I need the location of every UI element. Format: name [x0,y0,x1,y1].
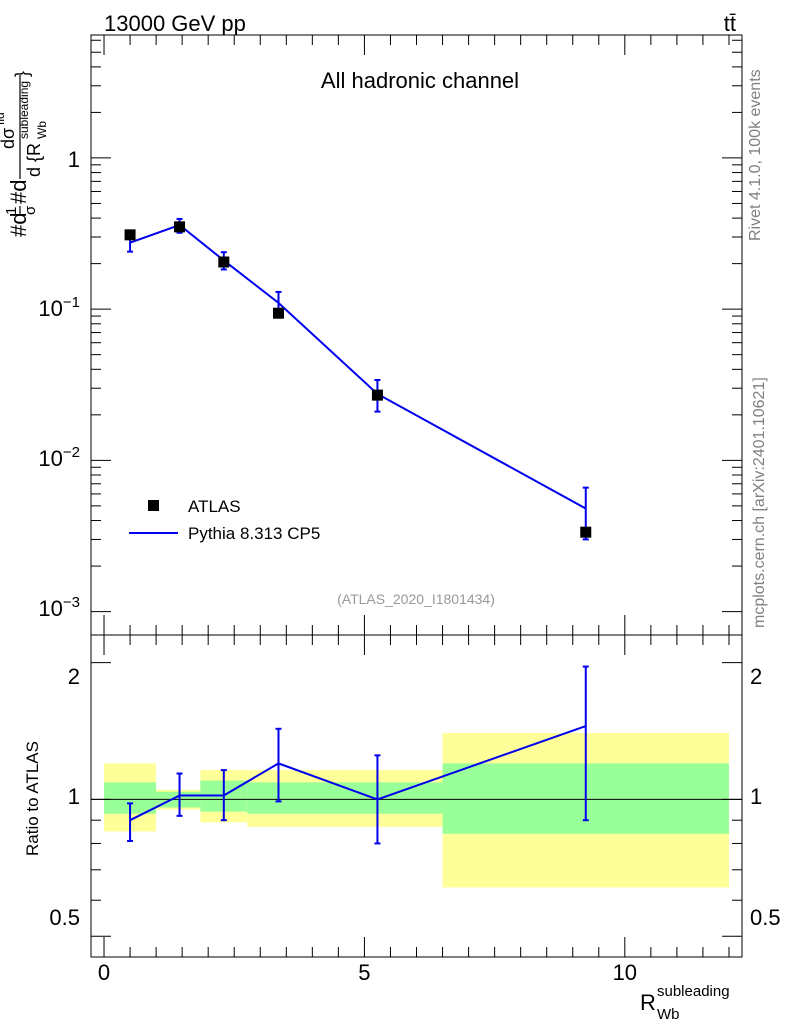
ratio-y-tick-label-2: 2 [68,664,80,689]
svg-text:}: } [12,71,32,77]
main-y-axis-label: #d 1 σ #d dσ fid d {R subleading Wb } [0,71,49,237]
ratio-y-tick-label-1: 1 [68,784,80,809]
legend: ATLAS Pythia 8.313 CP5 [129,497,320,543]
legend-data-marker [148,500,159,511]
y-tick-label-0.1: 10−1 [38,294,80,321]
y-tick-label-1: 1 [68,147,80,172]
y-tick-label-0.001: 10−3 [38,594,80,621]
source-text: mcplots.cern.ch [arXiv:2401.10621] [751,377,768,628]
x-tick-label-5: 5 [358,960,370,985]
main-axis-ticks [91,35,742,635]
x-tick-label-10: 10 [613,960,637,985]
data-point [174,221,186,233]
data-point [580,526,592,538]
svg-text:1: 1 [3,207,20,215]
svg-text:fid: fid [0,112,7,125]
svg-text:R: R [640,990,656,1015]
data-point [371,389,383,401]
ratio-y-tick-label-0.5: 0.5 [49,905,80,930]
data-point [124,229,136,241]
main-y-tick-labels: 10−3 10−2 10−1 1 [38,147,80,621]
svg-text:σ: σ [22,205,39,215]
svg-text:subleading: subleading [657,983,730,1000]
ratio-mc-line [129,725,587,822]
ratio-y-tick-label-right-2: 2 [750,664,762,689]
x-axis-label: R subleading Wb [640,983,730,1023]
energy-label: 13000 GeV pp [104,11,246,36]
ratio-y-axis-label: Ratio to ATLAS [23,741,42,856]
ratio-panel: 2 1 0.5 2 1 0.5 0 5 10 Ratio to ATLAS R … [23,634,781,1023]
data-series-main [124,221,592,538]
legend-atlas-label: ATLAS [188,497,241,516]
ratio-y-tick-label-right-0.5: 0.5 [750,905,781,930]
main-panel: 10−3 10−2 10−1 1 All hadronic channel (A… [0,34,743,636]
ratio-y-tick-label-right-1: 1 [750,784,762,809]
svg-text:subleading: subleading [17,81,31,139]
svg-text:dσ: dσ [0,128,18,149]
legend-pythia-label: Pythia 8.313 CP5 [188,524,320,543]
ratio-axis-ticks [91,635,742,957]
mc-line [129,223,587,510]
analysis-tag: (ATLAS_2020_I1801434) [337,591,495,607]
process-label: tt̄ [724,11,736,36]
svg-text:Wb: Wb [657,1006,680,1023]
rivet-version-text: Rivet 4.1.0, 100k events [747,69,764,241]
y-tick-label-0.01: 10−2 [38,444,80,471]
data-point [272,307,284,319]
mc-series-ratio [127,665,589,845]
data-point [218,256,230,268]
svg-text:#d: #d [6,180,31,204]
plot-title: All hadronic channel [321,68,519,93]
svg-text:d {R: d {R [24,143,44,177]
mc-series-main [127,217,589,541]
svg-text:#d: #d [6,213,31,237]
x-tick-label-0: 0 [98,960,110,985]
ratio-uncertainty-bands [104,732,729,888]
main-frame [90,34,743,636]
svg-text:Wb: Wb [35,121,49,139]
